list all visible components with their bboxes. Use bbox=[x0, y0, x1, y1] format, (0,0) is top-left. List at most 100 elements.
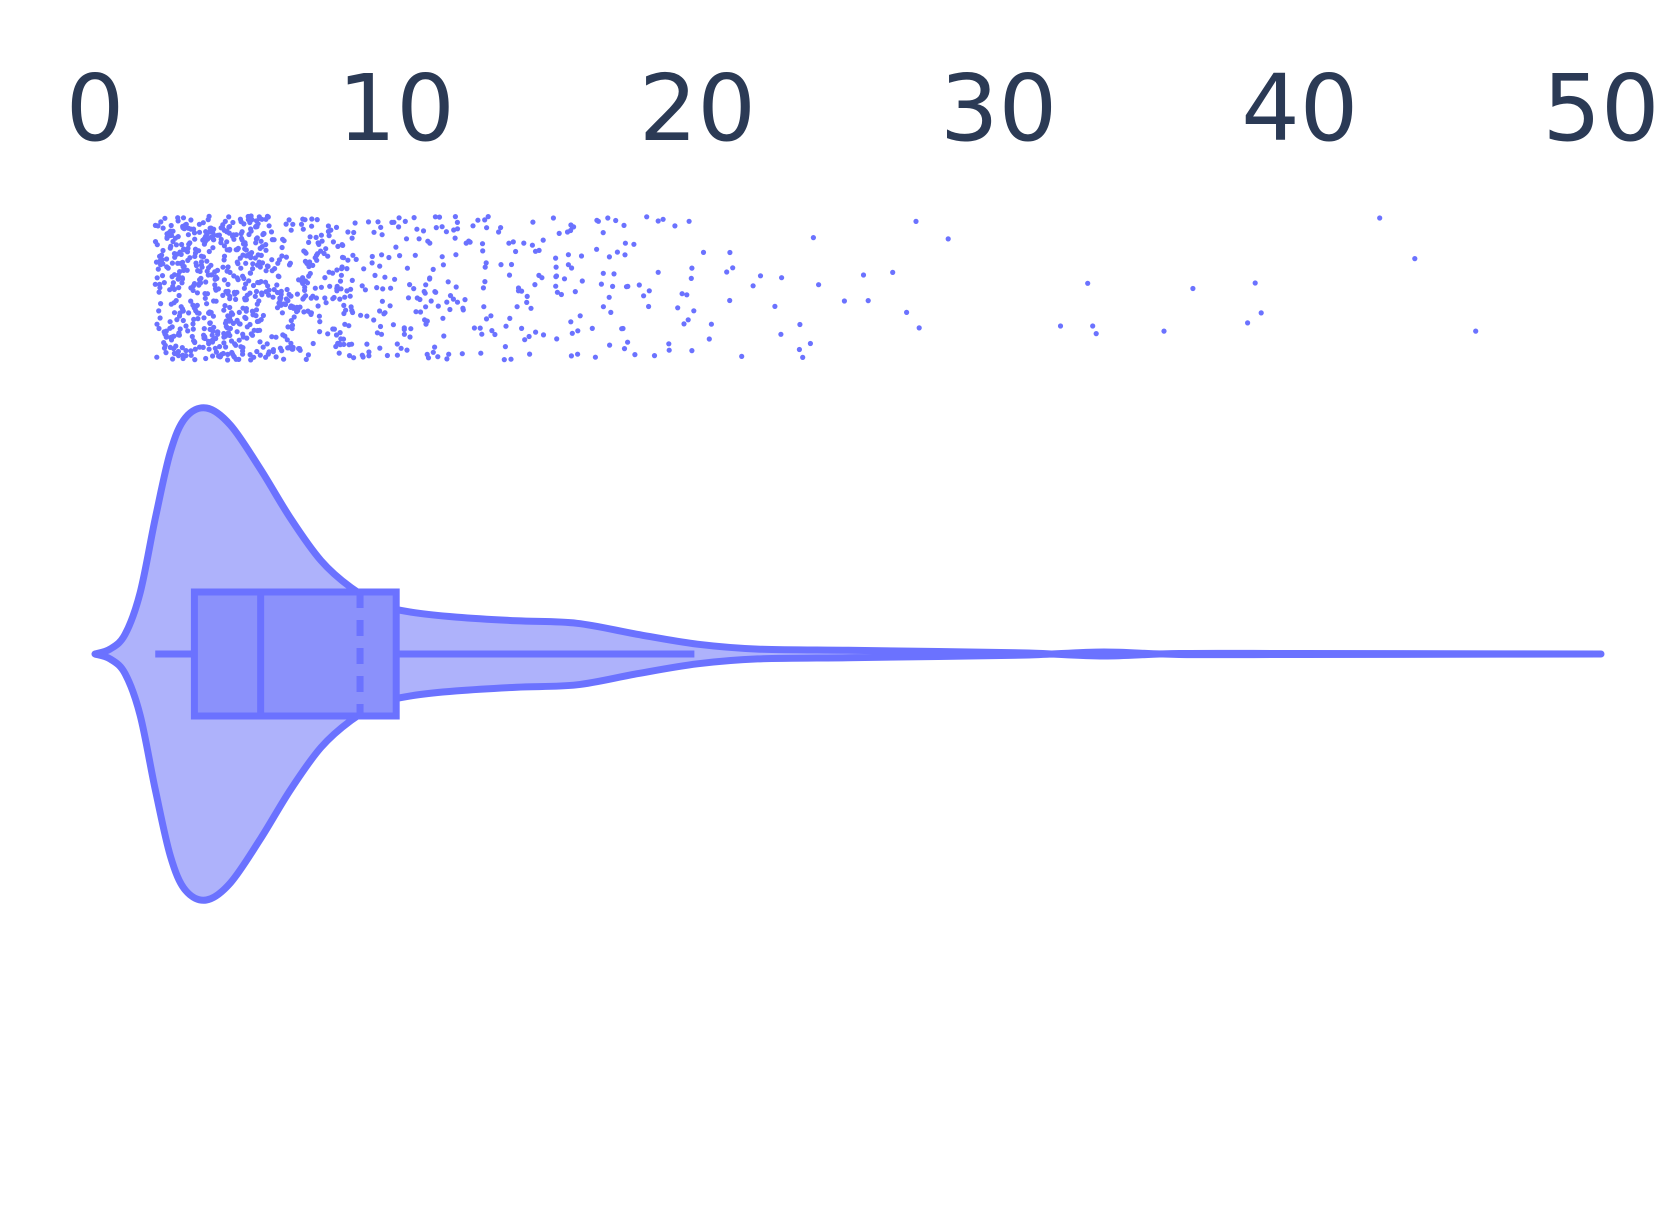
data-point bbox=[380, 286, 386, 292]
data-point bbox=[192, 346, 198, 352]
data-point bbox=[691, 308, 697, 314]
data-point bbox=[273, 334, 279, 340]
data-point bbox=[257, 327, 263, 333]
data-point bbox=[230, 320, 236, 326]
data-point bbox=[579, 278, 585, 284]
data-point bbox=[317, 319, 323, 325]
data-point bbox=[167, 245, 173, 251]
data-point bbox=[244, 324, 250, 330]
data-point bbox=[313, 234, 319, 240]
data-point bbox=[371, 229, 377, 235]
data-point bbox=[381, 311, 387, 317]
data-point bbox=[514, 304, 520, 310]
data-point bbox=[252, 255, 258, 261]
data-point bbox=[621, 222, 627, 228]
data-point bbox=[904, 309, 910, 315]
data-point bbox=[375, 219, 381, 225]
data-point bbox=[155, 266, 161, 272]
data-point bbox=[335, 340, 341, 346]
data-point bbox=[183, 348, 189, 354]
data-point bbox=[294, 304, 300, 310]
data-point bbox=[387, 303, 393, 309]
data-point bbox=[865, 298, 871, 304]
data-point bbox=[254, 348, 260, 355]
data-point bbox=[245, 213, 251, 220]
data-point bbox=[388, 285, 394, 291]
data-point bbox=[265, 263, 271, 269]
data-point bbox=[446, 351, 452, 357]
data-point bbox=[188, 298, 194, 304]
data-point bbox=[325, 223, 331, 229]
data-point bbox=[561, 276, 568, 282]
data-point bbox=[223, 288, 229, 295]
data-point bbox=[374, 285, 380, 291]
data-point bbox=[288, 318, 294, 324]
data-point bbox=[646, 288, 652, 294]
data-point bbox=[162, 215, 168, 221]
data-point bbox=[299, 279, 305, 285]
x-tick-label: 0 bbox=[66, 55, 125, 162]
data-point bbox=[228, 338, 235, 344]
data-point bbox=[269, 268, 275, 274]
data-point bbox=[945, 236, 951, 242]
data-point bbox=[161, 280, 167, 286]
data-point bbox=[221, 243, 227, 249]
data-point bbox=[176, 292, 182, 299]
data-point bbox=[302, 287, 308, 293]
data-point bbox=[427, 276, 433, 282]
data-point bbox=[1377, 215, 1383, 221]
data-point bbox=[173, 343, 179, 349]
data-point bbox=[496, 229, 502, 235]
data-point bbox=[326, 269, 332, 275]
data-point bbox=[317, 329, 323, 335]
data-point bbox=[479, 241, 486, 247]
data-point bbox=[607, 342, 613, 348]
data-point bbox=[213, 349, 219, 355]
data-point bbox=[180, 317, 186, 324]
data-point bbox=[281, 301, 287, 307]
data-point bbox=[379, 232, 385, 238]
data-point bbox=[414, 295, 420, 301]
data-point bbox=[200, 344, 206, 350]
x-tick-label: 40 bbox=[1241, 55, 1358, 162]
data-point bbox=[238, 231, 244, 237]
data-point bbox=[165, 265, 171, 271]
data-point bbox=[286, 262, 293, 268]
data-point bbox=[1473, 328, 1479, 334]
box-plot bbox=[155, 588, 695, 720]
data-point bbox=[420, 228, 427, 234]
data-point bbox=[312, 255, 318, 261]
data-point bbox=[179, 280, 185, 286]
data-point bbox=[171, 272, 178, 278]
data-point bbox=[257, 352, 263, 358]
data-point bbox=[569, 265, 575, 271]
data-point bbox=[227, 304, 233, 311]
data-point bbox=[242, 314, 248, 320]
data-point bbox=[413, 309, 419, 315]
data-point bbox=[240, 334, 246, 340]
data-point bbox=[398, 345, 404, 351]
data-point bbox=[263, 268, 269, 274]
data-point bbox=[482, 217, 488, 223]
data-point bbox=[241, 275, 247, 281]
data-point bbox=[348, 304, 354, 310]
data-point bbox=[331, 326, 337, 332]
data-point bbox=[163, 350, 169, 356]
data-point bbox=[482, 279, 488, 285]
data-point bbox=[250, 282, 257, 289]
data-point bbox=[816, 282, 822, 288]
data-point bbox=[234, 329, 240, 335]
data-point bbox=[589, 325, 595, 331]
data-point bbox=[227, 332, 233, 339]
data-point bbox=[173, 242, 179, 248]
data-point bbox=[606, 294, 612, 300]
data-point bbox=[390, 322, 396, 328]
data-point bbox=[153, 259, 160, 265]
data-point bbox=[414, 226, 420, 232]
data-point bbox=[389, 219, 395, 225]
data-point bbox=[275, 273, 281, 279]
data-point bbox=[216, 232, 222, 238]
data-point bbox=[411, 215, 417, 221]
data-point bbox=[631, 241, 637, 247]
data-point bbox=[436, 214, 443, 220]
